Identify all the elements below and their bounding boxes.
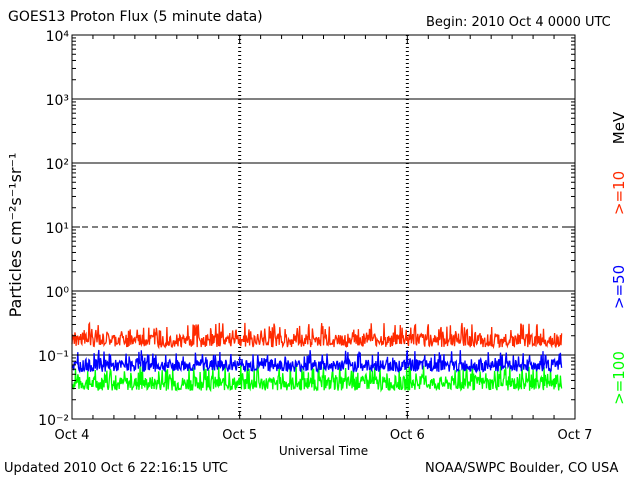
- x-tick-label: Oct 6: [390, 428, 425, 443]
- begin-time: Begin: 2010 Oct 4 0000 UTC: [426, 15, 611, 30]
- series-line-ge10: [71, 321, 563, 350]
- legend-ge100: >=100: [610, 351, 628, 405]
- legend-units: MeV: [610, 111, 628, 144]
- y-tick-label: 10¹: [46, 221, 69, 237]
- updated-timestamp: Updated 2010 Oct 6 22:16:15 UTC: [4, 461, 228, 476]
- legend-ge10: >=10: [610, 171, 628, 215]
- axis-ticks: [71, 34, 576, 420]
- axis-labels: 10⁻² 10⁻¹ 10⁰ 10¹ 10² 10³ 10⁴ Oct 4 Oct 5 Oct 6 Oc…: [6, 29, 628, 458]
- chart-title: GOES13 Proton Flux (5 minute data): [8, 9, 263, 25]
- x-tick-label: Oct 5: [222, 428, 257, 443]
- y-axis-label: Particles cm⁻²s⁻¹sr⁻¹: [6, 153, 25, 318]
- series-line-ge100: [71, 364, 563, 393]
- series-line-ge50: [71, 349, 563, 374]
- y-tick-label: 10²: [46, 157, 69, 173]
- y-tick-label: 10⁴: [46, 29, 70, 45]
- y-tick-label: 10³: [46, 93, 69, 109]
- legend-ge50: >=50: [610, 265, 628, 309]
- series-layer: [71, 321, 563, 393]
- x-tick-label: Oct 4: [55, 428, 90, 443]
- y-tick-label: 10⁰: [46, 285, 70, 301]
- credit-text: NOAA/SWPC Boulder, CO USA: [425, 461, 619, 476]
- x-tick-label: Oct 7: [558, 428, 593, 443]
- x-axis-label: Universal Time: [279, 444, 368, 458]
- y-tick-label: 10⁻¹: [38, 349, 69, 365]
- y-tick-label: 10⁻²: [38, 413, 69, 429]
